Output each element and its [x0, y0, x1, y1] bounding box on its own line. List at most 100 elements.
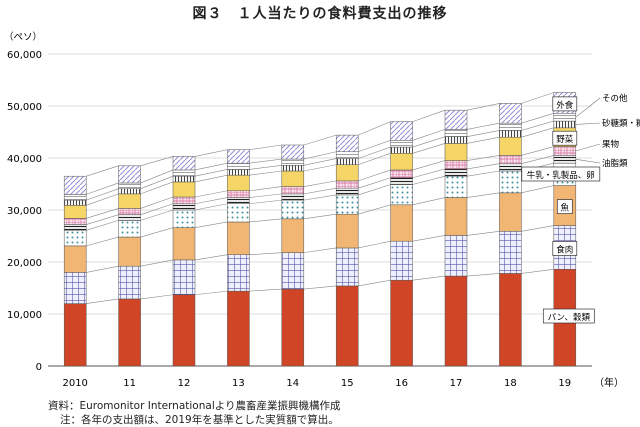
x-tick-label: 15: [341, 378, 354, 389]
connector-line: [412, 175, 446, 185]
connector-line: [466, 122, 500, 130]
chart-title: 図３ １人当たりの食料費支出の推移: [192, 6, 448, 22]
bar-segment: [172, 181, 196, 198]
x-tick-label: 13: [232, 378, 245, 389]
x-tick-label: 2010: [62, 378, 87, 389]
bar-segment: [499, 163, 522, 172]
bar-segment: [118, 298, 141, 367]
bar-segment: [444, 168, 468, 177]
bar-segment: [335, 285, 359, 367]
bar-segment: [227, 221, 250, 255]
connector-line: [303, 151, 337, 160]
bar-segment: [172, 259, 196, 296]
connector-line: [412, 275, 446, 281]
bar-segment: [227, 290, 250, 367]
bar-segment: [118, 236, 141, 267]
bar-segment: [63, 245, 87, 273]
series-label-box: [552, 96, 578, 112]
bar-segment: [390, 169, 413, 179]
bar-segment: [227, 174, 250, 192]
connector-line: [521, 92, 554, 104]
bar-segment: [281, 144, 305, 160]
bar-segment: [444, 136, 468, 144]
bar-segment: [553, 155, 577, 164]
connector-line: [358, 204, 391, 215]
bar-segment: [499, 231, 522, 274]
connector-line: [358, 153, 391, 166]
y-tick-label: 40,000: [7, 154, 42, 165]
bar-segment: [63, 194, 87, 201]
bar-segment: [118, 165, 141, 184]
connector-line: [303, 134, 337, 146]
bar-segment: [335, 213, 359, 249]
leader-line: [575, 143, 601, 152]
series-label-box: [556, 199, 573, 214]
connector-line: [249, 252, 282, 256]
connector-line: [194, 149, 228, 157]
bar-segment: [335, 187, 359, 196]
connector-line: [521, 127, 554, 138]
bar-segment: [281, 193, 305, 201]
bar-segment: [444, 129, 468, 137]
connector-line: [358, 140, 391, 153]
series-label-box: [552, 241, 578, 256]
connector-line: [86, 208, 119, 219]
connector-line: [303, 194, 337, 201]
connector-line: [194, 203, 228, 211]
connector-line: [412, 197, 446, 206]
bar-segment: [172, 156, 196, 171]
bar-segment: [335, 164, 359, 182]
stacked-bar-chart: 0 10,000 20,000 30,000 40,000 50,000 60,000 （ペソ…: [4, 31, 640, 389]
connector-line: [86, 165, 119, 177]
connector-line: [358, 240, 391, 249]
bar-segment: [390, 140, 413, 148]
y-tick-label: 10,000: [7, 310, 42, 321]
bar-segment: [281, 218, 305, 253]
bar-segment: [444, 275, 468, 367]
series-label: 砂糖類・糖菓: [602, 118, 640, 129]
bar-segment: [281, 288, 305, 367]
series-label: パン、穀類: [548, 312, 591, 323]
bar-segment: [172, 227, 196, 261]
bar-segment: [335, 194, 359, 215]
series-label-box: [552, 130, 578, 146]
connector-line: [466, 170, 500, 177]
x-tick-label: 18: [504, 378, 517, 389]
connector-line: [249, 170, 282, 176]
connector-line: [412, 235, 446, 242]
connector-line: [194, 221, 228, 228]
connector-line: [140, 259, 174, 267]
connector-line: [466, 163, 500, 170]
bar-segment: [444, 175, 468, 198]
bar-segment: [335, 158, 359, 166]
connector-line: [86, 188, 119, 201]
bar-segment: [172, 203, 196, 211]
connector-line: [412, 143, 446, 154]
connector-line: [521, 112, 554, 124]
bar-segment: [63, 303, 87, 367]
connector-line: [194, 197, 228, 205]
bar-segment: [281, 252, 305, 290]
connector-line: [194, 290, 228, 296]
connector-line: [194, 162, 228, 171]
connector-line: [140, 227, 174, 238]
connector-line: [249, 186, 282, 192]
connector-line: [412, 168, 446, 179]
series-label: 食肉: [556, 244, 573, 255]
leader-line: [575, 97, 601, 118]
bar-segment: [444, 109, 468, 130]
bar-segment: [172, 169, 196, 177]
series-label: その他: [602, 93, 628, 104]
bar-segment: [499, 170, 522, 194]
connector-line: [412, 129, 446, 141]
y-tick-label: 30,000: [7, 206, 42, 217]
connector-line: [249, 288, 282, 292]
x-tick-label: 17: [450, 378, 463, 389]
bar-segment: [499, 136, 522, 156]
bar-segment: [499, 103, 522, 124]
bar-segment: [390, 146, 413, 154]
connector-line: [140, 294, 174, 300]
bar-segment: [553, 120, 577, 129]
series-label: 牛乳・乳製品、卵: [527, 170, 595, 181]
